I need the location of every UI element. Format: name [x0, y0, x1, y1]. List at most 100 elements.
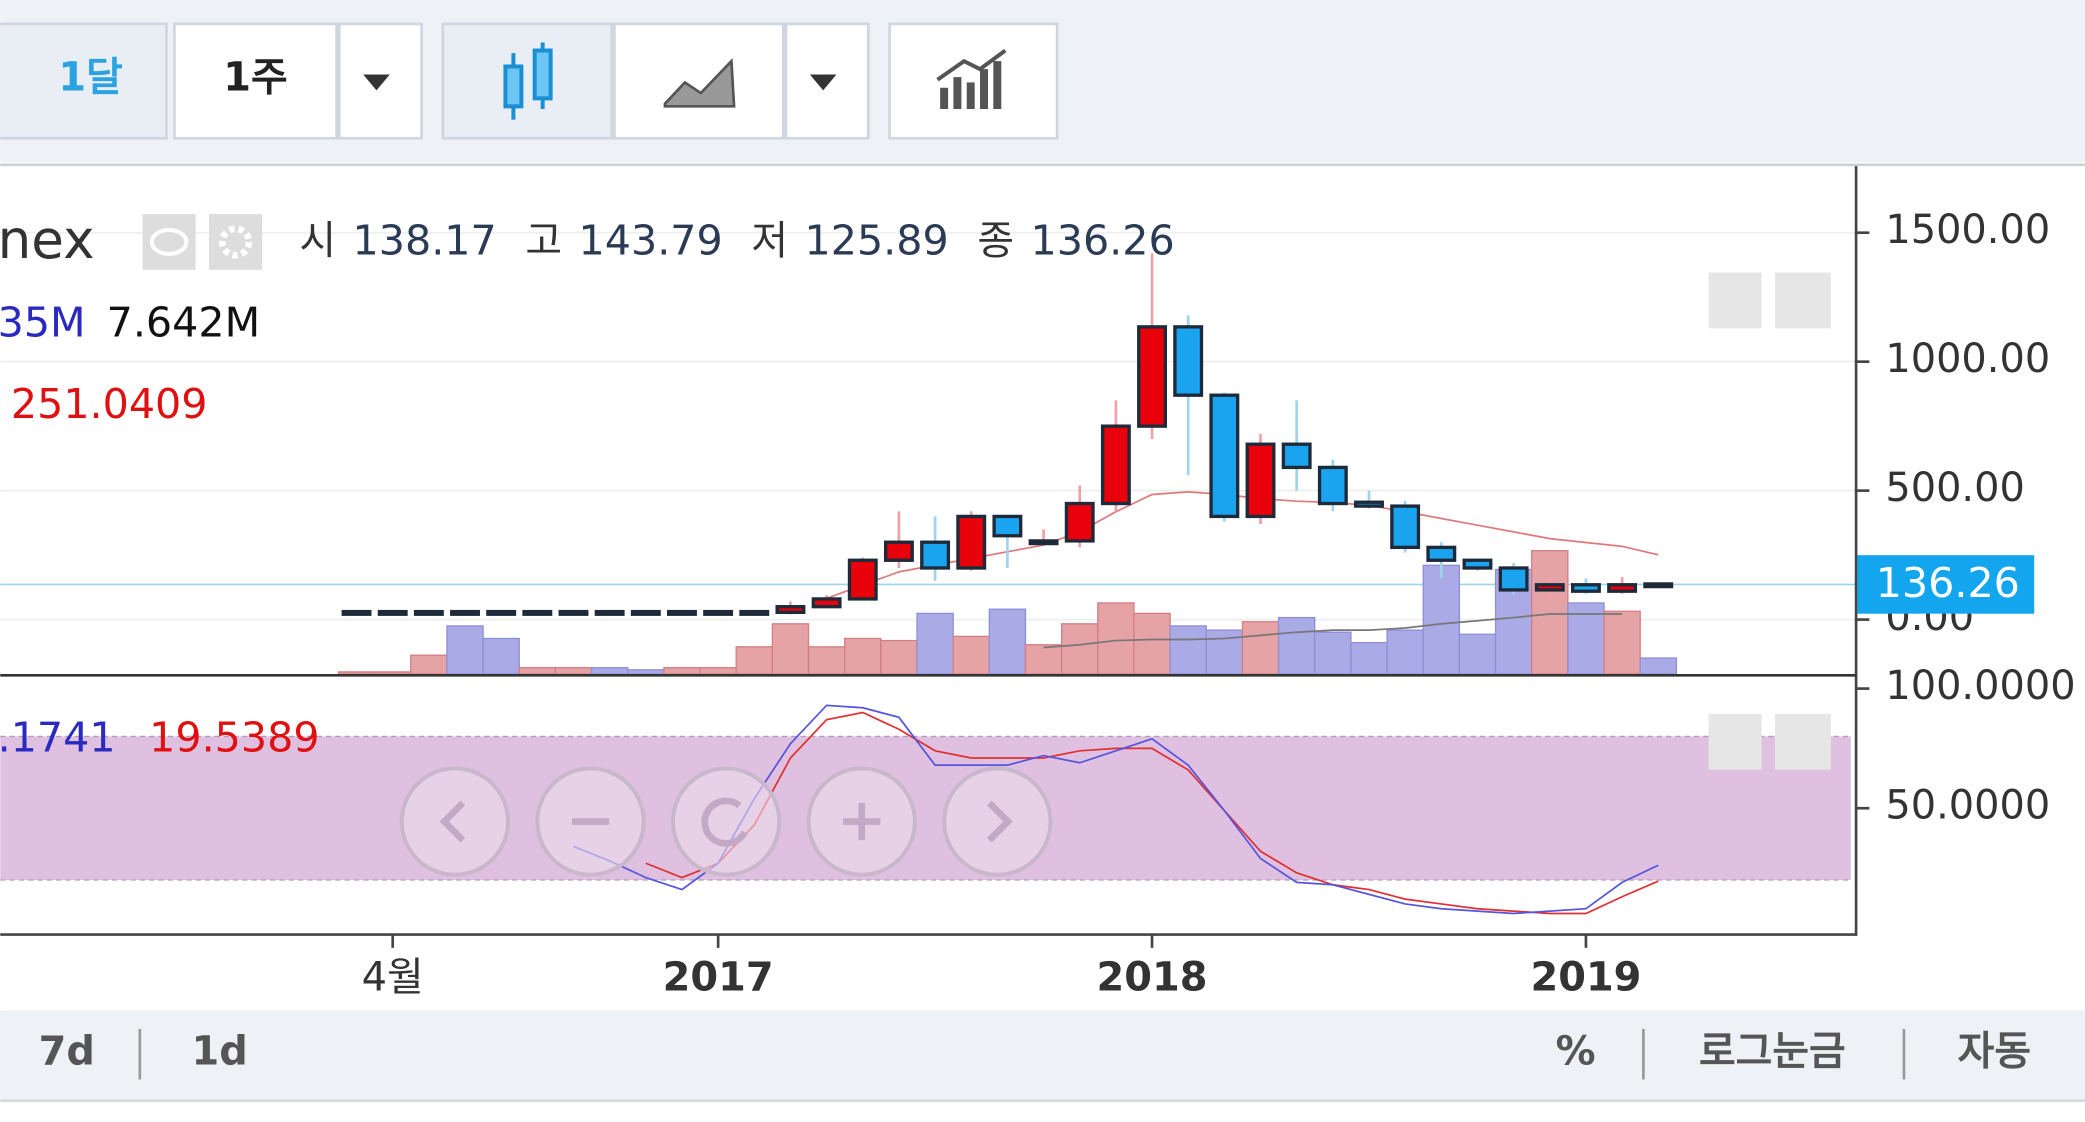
pan-left[interactable]	[399, 766, 511, 877]
volume-bar	[590, 667, 629, 675]
x-tick-label: 2017	[663, 954, 774, 1000]
volume-ma-line	[1043, 613, 1623, 649]
ohlc-label: 시	[299, 218, 336, 264]
candle-body	[1028, 539, 1059, 546]
y-tick-label: 500.00	[1885, 465, 2025, 511]
x-tick-label: 2018	[1097, 954, 1208, 1000]
volume-bar	[337, 671, 376, 675]
volume-bar	[988, 608, 1027, 675]
volume-bar	[627, 669, 665, 675]
ohlc-label: 저	[751, 218, 788, 264]
interval-button[interactable]: 1d	[191, 1029, 247, 1075]
ohlc-label: 고	[525, 218, 562, 264]
scale-fit[interactable]	[1774, 713, 1831, 770]
volume-bar	[1458, 633, 1497, 675]
volume-bar	[807, 646, 846, 675]
candle-body	[1607, 583, 1638, 593]
dropdown[interactable]	[784, 22, 870, 140]
volume-bar	[1241, 621, 1280, 675]
candle-body	[775, 605, 806, 615]
scale-up[interactable]	[1708, 713, 1762, 770]
x-tick-label: 2019	[1530, 954, 1641, 1000]
gear-shape	[218, 225, 253, 259]
candle-body	[811, 597, 842, 609]
gear-icon[interactable]	[208, 214, 263, 270]
stoch-d-legend: 19.5389	[149, 713, 319, 761]
ohlc-value: 138.17	[353, 216, 497, 264]
ohlc-value: 136.26	[1031, 216, 1175, 264]
ohlc-value: 125.89	[805, 216, 949, 264]
y-tick-label: 50.0000	[1885, 783, 2050, 829]
scale-buttons	[1708, 272, 1831, 770]
candle-body	[1064, 501, 1095, 543]
candle-body	[667, 609, 697, 616]
button-month[interactable]	[0, 22, 168, 140]
stoch-band	[0, 736, 1851, 881]
candle-body	[1354, 500, 1384, 508]
candle-body	[1570, 583, 1601, 593]
price-tag-label: 136.26	[1876, 559, 2020, 607]
candle-body	[847, 558, 878, 601]
ohlc-value: 143.79	[579, 216, 723, 264]
volume-bar	[446, 625, 484, 675]
volume-bar	[1386, 629, 1424, 675]
scale-down[interactable]	[1708, 272, 1762, 329]
volume-bar	[1024, 644, 1063, 675]
candle-body	[486, 609, 517, 616]
bottom-bar	[0, 1010, 2085, 1101]
candle-body	[1281, 442, 1312, 470]
candle-body	[739, 609, 770, 616]
ohlc-legend: 시 138.17 고 143.79 저 125.89 종 136.26	[299, 216, 1174, 264]
log-button[interactable]: 로그눈금	[1699, 1029, 1846, 1075]
candle-icon	[503, 42, 553, 120]
candle-body	[450, 609, 480, 616]
price-ma-legend: 251.0409	[11, 380, 208, 428]
candle-body	[1100, 424, 1131, 506]
volume-bar	[373, 671, 412, 675]
eye-shape	[149, 227, 189, 256]
candle-body	[522, 609, 553, 616]
candle-body	[703, 609, 734, 616]
volume-bar	[880, 639, 918, 675]
auto-button[interactable]: 자동	[1958, 1029, 2031, 1075]
volume-bar	[952, 635, 990, 675]
y-tick-label: 1000.00	[1885, 336, 2050, 382]
line-button[interactable]	[613, 22, 785, 140]
candle-body	[341, 609, 372, 616]
ohlc-label: 종	[977, 218, 1014, 264]
candle-body	[956, 514, 987, 570]
volume-bar	[1350, 641, 1388, 675]
y-tick-label: 1500.00	[1885, 207, 2050, 253]
indicator-icon	[936, 48, 1007, 110]
line-icon	[663, 58, 736, 108]
candle-body	[1534, 583, 1565, 592]
volume-bar	[1133, 612, 1171, 675]
scale-fit[interactable]	[1774, 272, 1831, 329]
indicator-button[interactable]	[888, 22, 1059, 140]
candle-button[interactable]	[441, 22, 614, 140]
candle-body	[1462, 558, 1493, 570]
candle-body	[594, 609, 625, 616]
candle-body	[1498, 566, 1529, 592]
volume-bar	[1097, 602, 1135, 675]
volume-bar	[771, 623, 810, 675]
price-tag	[1857, 555, 2035, 614]
volume-bar	[554, 667, 593, 675]
zoom-controls	[399, 766, 1053, 877]
volume-bar	[663, 667, 701, 675]
volume-bar	[518, 667, 557, 675]
reset[interactable]	[670, 766, 782, 877]
candle-body	[920, 540, 951, 570]
button-week[interactable]	[173, 22, 338, 140]
stoch-d-line	[645, 711, 1659, 915]
volume-bar	[844, 637, 882, 675]
interval-button[interactable]: 7d	[39, 1029, 95, 1075]
volume-bar	[1639, 657, 1678, 675]
pan-right[interactable]	[942, 766, 1053, 877]
volume-bar	[1603, 610, 1641, 675]
candle-body	[413, 609, 444, 616]
percent-button[interactable]: %	[1556, 1029, 1596, 1075]
candle-body	[1173, 325, 1204, 397]
candle-body	[1209, 393, 1240, 519]
